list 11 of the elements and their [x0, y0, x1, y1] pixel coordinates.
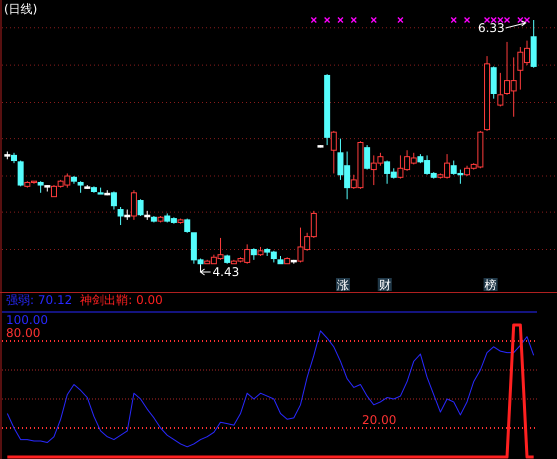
- annotation: 6.33: [478, 21, 505, 35]
- text: 强弱: 70.12: [6, 293, 72, 307]
- ref-line-label: 80.00: [6, 326, 40, 340]
- text: 涨: [336, 278, 349, 292]
- text: 神剑出鞘: 0.00: [80, 293, 163, 307]
- ref-line-label: 100.00: [6, 313, 48, 327]
- annotation: 4.43: [212, 265, 240, 279]
- text: 财: [378, 278, 391, 292]
- title: (日线): [4, 2, 38, 16]
- ref-line-label: 20.00: [362, 413, 396, 427]
- text: 榜: [484, 278, 497, 292]
